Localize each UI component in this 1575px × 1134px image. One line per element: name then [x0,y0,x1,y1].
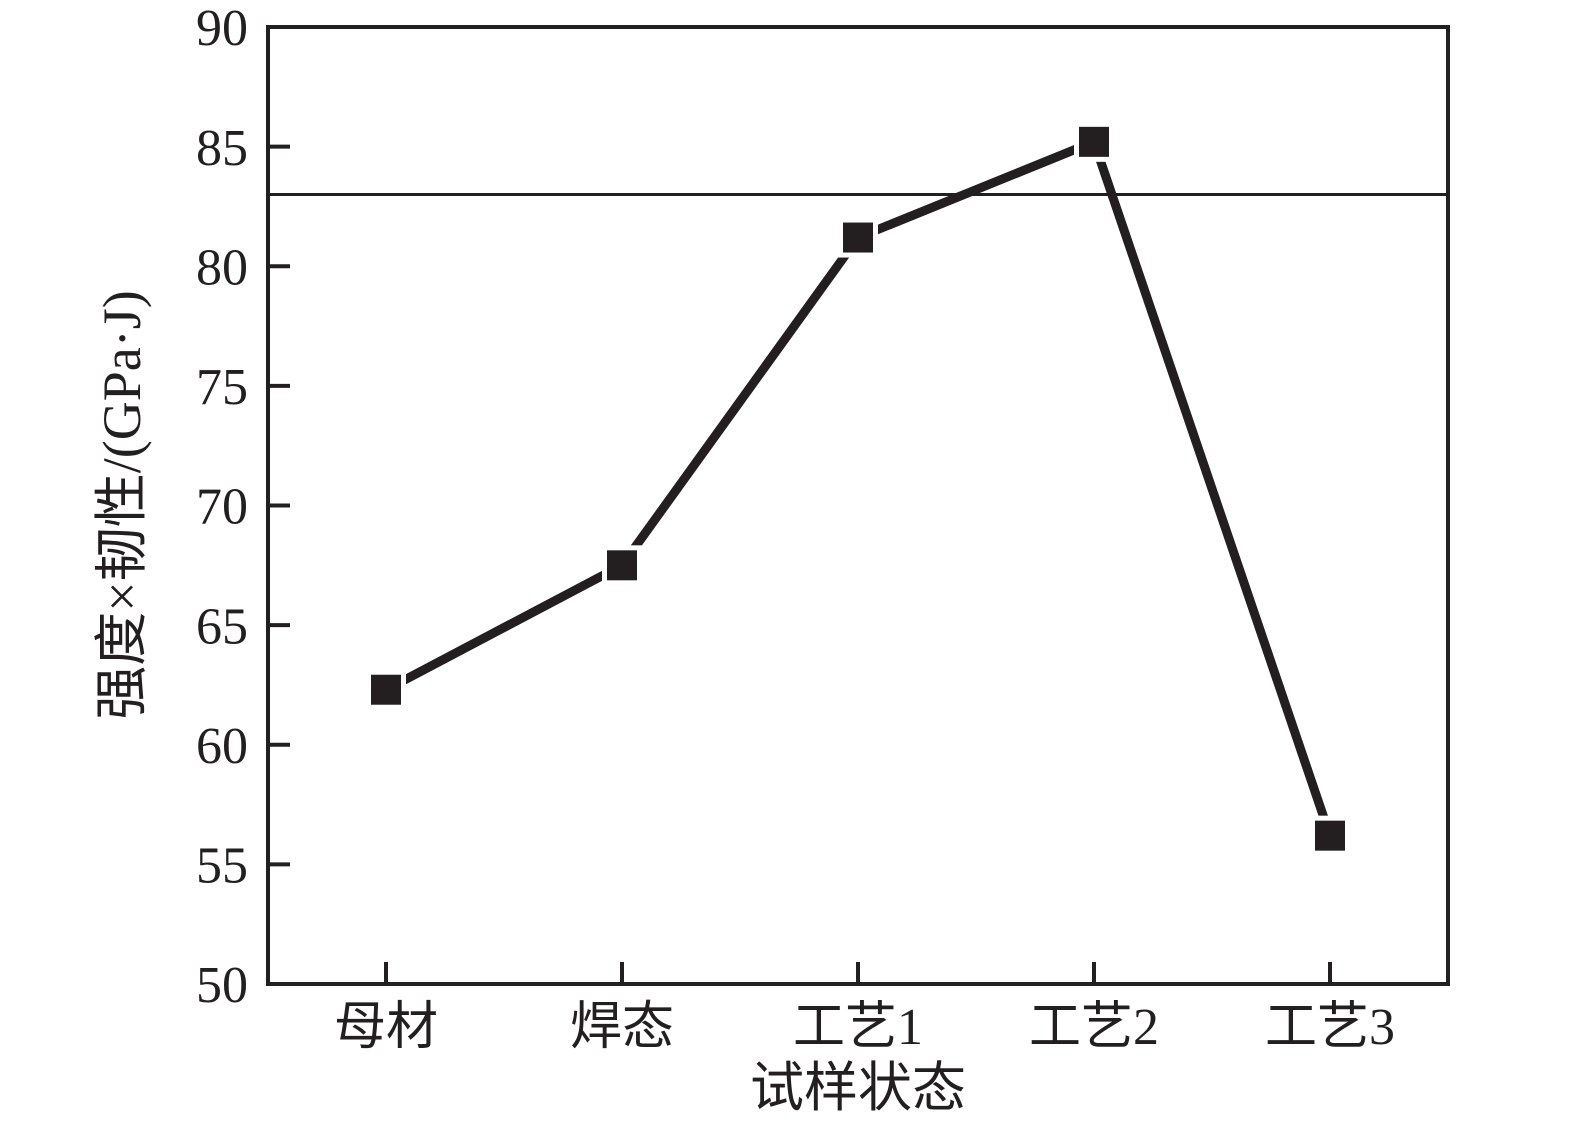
y-tick-label-75: 75 [196,359,248,416]
x-tick-label-0: 母材 [334,999,438,1056]
y-axis-label: 强度×韧性/(GPa·J) [92,290,152,719]
y-tick-label-80: 80 [196,239,248,296]
y-tick-label-50: 50 [196,957,248,1014]
y-tick-label-70: 70 [196,479,248,536]
y-tick-label-55: 55 [196,838,248,895]
x-tick-label-3: 工艺2 [1029,999,1159,1056]
y-tick-label-90: 90 [196,0,248,57]
data-point-1 [602,545,642,586]
x-tick-label-4: 工艺3 [1265,999,1395,1056]
y-tick-label-85: 85 [196,120,248,177]
plot-area: 50 55 60 65 70 75 80 85 90 母材 焊态 工艺1 工艺2 工艺3 [196,0,1450,1056]
x-tick-label-1: 焊态 [570,999,674,1056]
y-tick-label-65: 65 [196,598,248,655]
x-axis-label: 试样状态 [750,1058,966,1118]
data-point-4 [1310,815,1350,856]
x-tick-label-2: 工艺1 [793,999,923,1056]
data-point-2 [838,217,878,258]
data-point-3 [1074,121,1114,162]
y-tick-label-60: 60 [196,718,248,775]
data-point-0 [366,669,406,710]
plot-frame [266,25,1450,986]
